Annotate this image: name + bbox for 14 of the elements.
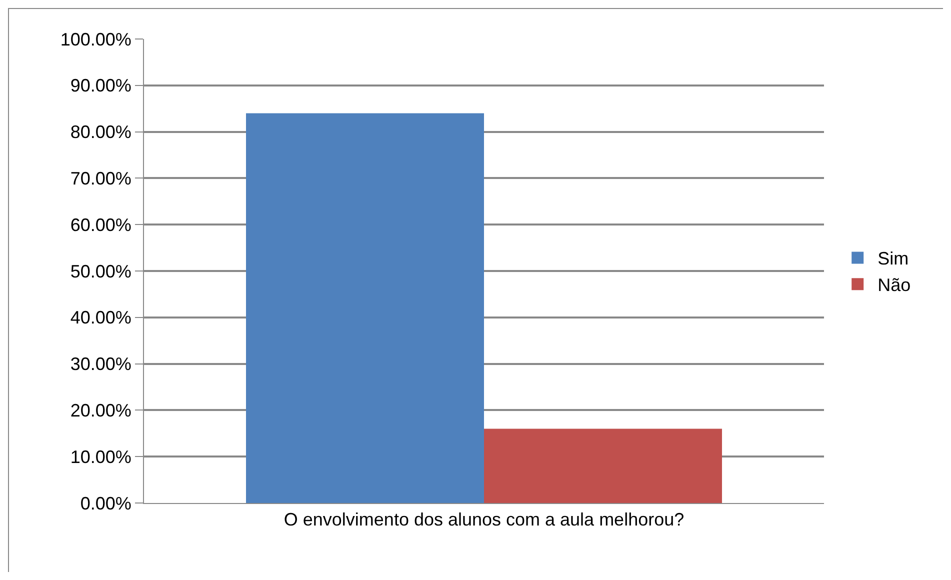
y-tick-label: 50.00% bbox=[70, 261, 132, 282]
legend-label: Sim bbox=[878, 248, 909, 269]
y-tick-label: 30.00% bbox=[70, 354, 132, 374]
y-tick-label: 60.00% bbox=[70, 214, 132, 235]
y-tick-label: 70.00% bbox=[70, 168, 132, 188]
y-tick-label: 0.00% bbox=[80, 493, 132, 514]
y-tick-label: 80.00% bbox=[70, 122, 132, 142]
y-tick-label: 90.00% bbox=[70, 76, 132, 96]
y-tick-label: 100.00% bbox=[60, 29, 132, 50]
y-tick-label: 20.00% bbox=[70, 400, 132, 420]
x-tick-label: O envolvimento dos alunos com a aula melhorou? bbox=[284, 510, 684, 530]
legend-label: Não bbox=[878, 275, 911, 296]
y-tick-label: 10.00% bbox=[70, 446, 132, 467]
y-tick-label: 40.00% bbox=[70, 308, 132, 328]
